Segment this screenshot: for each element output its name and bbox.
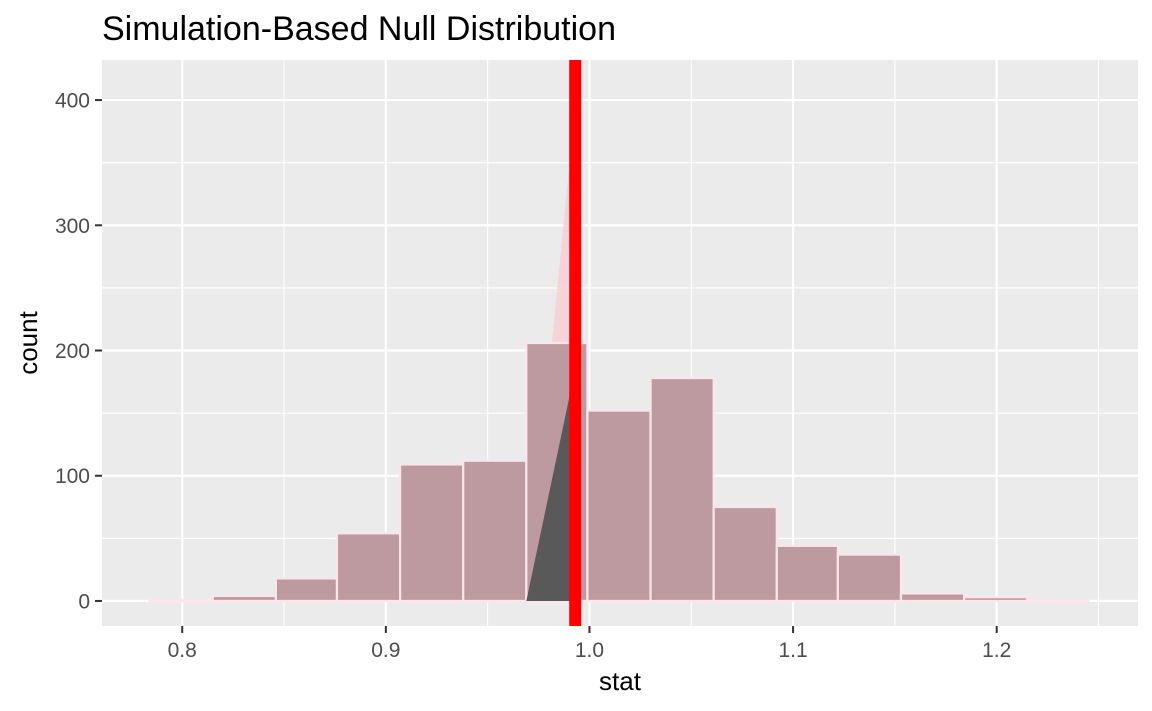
histogram-bar bbox=[335, 532, 402, 603]
y-tick-label: 200 bbox=[55, 340, 90, 363]
histogram-bar bbox=[899, 592, 966, 603]
shade-dark-triangle bbox=[526, 369, 576, 601]
y-axis-title: count bbox=[13, 310, 43, 374]
x-tick-label: 1.1 bbox=[778, 639, 807, 662]
histogram-bar bbox=[398, 463, 465, 603]
y-tick-label: 400 bbox=[55, 90, 90, 113]
y-tick-label: 300 bbox=[55, 215, 90, 238]
histogram-bar bbox=[1026, 598, 1090, 603]
histogram-bar bbox=[649, 376, 715, 603]
histogram-bar bbox=[274, 577, 339, 603]
histogram-bar bbox=[836, 553, 903, 603]
x-tick-label: 0.8 bbox=[168, 639, 197, 662]
x-axis-title: stat bbox=[599, 666, 642, 696]
histogram-bar bbox=[211, 594, 277, 603]
y-tick-label: 0 bbox=[78, 590, 90, 613]
histogram-bar bbox=[586, 409, 652, 603]
histogram-bar bbox=[963, 596, 1029, 603]
x-axis: 0.8 0.9 1.0 1.1 1.2 bbox=[168, 626, 1011, 662]
y-tick-label: 100 bbox=[55, 465, 90, 488]
shaded-dark-region bbox=[526, 369, 576, 601]
histogram-bar bbox=[712, 505, 778, 603]
y-axis: 0 100 200 300 400 bbox=[55, 90, 102, 613]
x-tick-label: 1.0 bbox=[575, 639, 604, 662]
histogram-bar bbox=[148, 598, 214, 603]
x-tick-label: 1.2 bbox=[982, 639, 1011, 662]
x-tick-label: 0.9 bbox=[371, 639, 400, 662]
chart-title: Simulation-Based Null Distribution bbox=[102, 10, 616, 48]
histogram-bar bbox=[462, 459, 528, 603]
histogram-bar bbox=[775, 544, 839, 603]
